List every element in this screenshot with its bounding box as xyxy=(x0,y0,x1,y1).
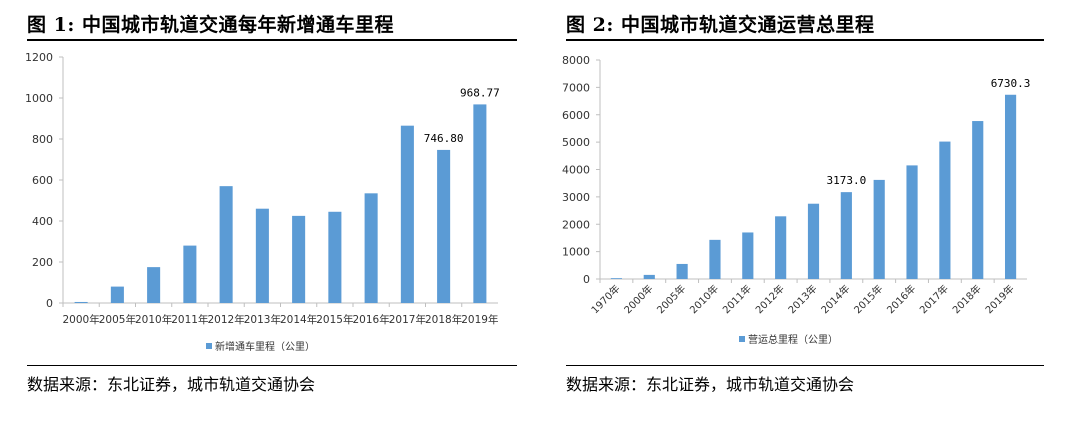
bar xyxy=(1004,94,1017,280)
bar xyxy=(74,301,88,303)
bar xyxy=(775,216,787,279)
bar xyxy=(364,193,378,303)
bar xyxy=(255,208,269,303)
y-tick-label: 400 xyxy=(32,215,53,228)
bar xyxy=(400,125,414,303)
x-tick-label: 2018年 xyxy=(950,282,984,316)
bar xyxy=(610,278,623,279)
source-note: 数据来源：东北证券，城市轨道交通协会 xyxy=(27,375,316,394)
y-tick-label: 6000 xyxy=(562,109,590,122)
source-rule xyxy=(566,365,1044,366)
bar xyxy=(147,267,161,303)
y-tick-label: 200 xyxy=(32,256,53,269)
bar xyxy=(292,215,306,303)
y-tick-label: 5000 xyxy=(562,136,590,149)
legend-swatch xyxy=(206,343,212,349)
x-tick-label: 2015年 xyxy=(851,282,885,316)
bar xyxy=(110,286,124,303)
title-rule xyxy=(566,39,1044,41)
figure-title: 图 1: 中国城市轨道交通每年新增通车里程 xyxy=(27,14,394,36)
figure-title: 图 2: 中国城市轨道交通运营总里程 xyxy=(566,14,875,36)
x-tick-label: 2017年 xyxy=(389,313,426,326)
chart-panel-total-mileage: 图 2: 中国城市轨道交通运营总里程 0 1000 2000 3000 4000 5000… xyxy=(540,0,1068,434)
y-tick-label: 800 xyxy=(32,133,53,146)
bar xyxy=(906,165,918,279)
x-tick-label: 2013年 xyxy=(244,313,281,326)
bar xyxy=(742,232,754,279)
x-tick-label: 2005年 xyxy=(654,282,688,316)
bar xyxy=(183,245,197,303)
y-tick-label: 1200 xyxy=(25,51,53,64)
bar xyxy=(873,179,885,279)
bar xyxy=(709,239,721,279)
source-note: 数据来源：东北证券，城市轨道交通协会 xyxy=(566,375,855,394)
y-tick-label: 4000 xyxy=(562,164,590,177)
x-tick-label: 2016年 xyxy=(884,282,918,316)
y-tick-label: 1000 xyxy=(25,92,53,105)
legend-label: 新增通车里程（公里） xyxy=(215,340,315,353)
bar xyxy=(328,211,342,303)
y-tick-label: 2000 xyxy=(562,218,590,231)
bar xyxy=(676,263,688,279)
y-tick-label: 7000 xyxy=(562,81,590,94)
x-tick-label: 2010年 xyxy=(687,282,721,316)
data-label: 6730.3 xyxy=(991,77,1031,90)
y-tick-label: 1000 xyxy=(562,246,590,259)
legend: 新增通车里程（公里） xyxy=(206,340,315,353)
x-tick-label: 2012年 xyxy=(208,313,245,326)
y-tick-label: 0 xyxy=(46,297,53,310)
y-tick-label: 600 xyxy=(32,174,53,187)
x-tick-label: 2005年 xyxy=(99,313,136,326)
source-rule xyxy=(27,365,517,366)
bar xyxy=(807,203,820,279)
x-tick-label: 2014年 xyxy=(818,282,852,316)
bar xyxy=(972,121,984,279)
bar xyxy=(437,149,451,303)
data-label: 3173.0 xyxy=(826,174,866,187)
data-label: 968.77 xyxy=(460,86,500,99)
x-tick-label: 2013年 xyxy=(785,282,819,316)
x-tick-label: 2019年 xyxy=(982,282,1016,316)
x-tick-label: 2019年 xyxy=(461,313,498,326)
x-tick-label: 2010年 xyxy=(135,313,172,326)
x-tick-label: 2011年 xyxy=(720,282,754,316)
y-tick-label: 0 xyxy=(583,273,590,286)
x-tick-label: 2016年 xyxy=(353,313,390,326)
bar xyxy=(473,104,487,303)
data-label: 746.80 xyxy=(424,132,464,145)
legend: 营运总里程（公里） xyxy=(739,333,838,346)
x-tick-label: 2012年 xyxy=(753,282,787,316)
x-tick-label: 2015年 xyxy=(316,313,353,326)
x-tick-label: 2011年 xyxy=(171,313,208,326)
bar xyxy=(219,186,233,303)
bar xyxy=(939,141,951,279)
bar xyxy=(840,192,852,279)
x-tick-label: 1970年 xyxy=(588,282,622,316)
bar xyxy=(643,274,655,279)
title-rule xyxy=(27,39,517,41)
x-tick-label: 2014年 xyxy=(280,313,317,326)
bar-chart-new-mileage: 0 200 400 600 800 1000 1200 2000年 2005年 2010年 2011… xyxy=(25,51,500,353)
y-tick-label: 8000 xyxy=(562,54,590,67)
chart-panel-new-mileage: 图 1: 中国城市轨道交通每年新增通车里程 0 200 400 600 800 1000 1… xyxy=(25,14,517,394)
x-tick-label: 2000年 xyxy=(621,282,655,316)
y-tick-label: 3000 xyxy=(562,191,590,204)
x-tick-label: 2018年 xyxy=(425,313,462,326)
x-tick-label: 2000年 xyxy=(63,313,100,326)
legend-label: 营运总里程（公里） xyxy=(748,333,838,346)
x-tick-label: 2017年 xyxy=(917,282,951,316)
legend-swatch xyxy=(739,336,745,342)
